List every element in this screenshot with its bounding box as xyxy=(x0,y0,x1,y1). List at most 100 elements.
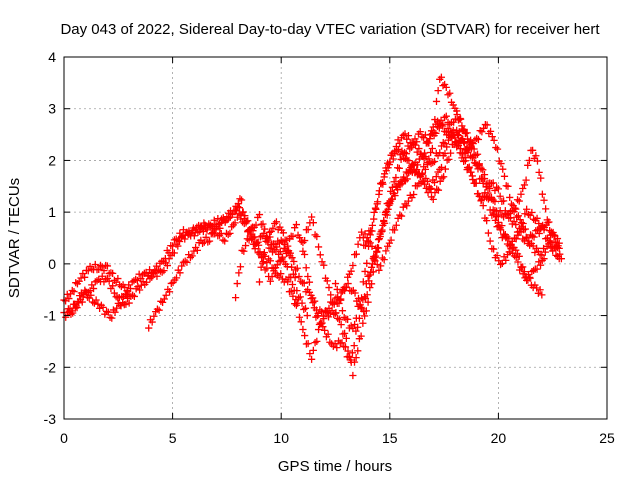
data-point xyxy=(174,236,182,245)
data-point xyxy=(448,128,456,137)
data-point xyxy=(460,125,468,134)
data-point xyxy=(476,192,484,200)
data-point xyxy=(198,239,207,248)
data-point xyxy=(540,226,548,234)
data-point xyxy=(380,173,388,181)
data-point xyxy=(276,248,284,256)
data-point xyxy=(354,347,362,355)
data-point xyxy=(496,260,505,269)
data-point xyxy=(233,213,241,221)
data-point xyxy=(401,130,409,138)
data-point xyxy=(437,163,446,172)
data-point xyxy=(430,178,439,187)
data-point xyxy=(267,227,275,236)
data-point xyxy=(300,250,309,259)
data-point xyxy=(150,312,158,320)
data-point xyxy=(275,273,283,281)
data-point xyxy=(519,184,527,193)
data-point xyxy=(465,163,473,171)
series-track-8 xyxy=(331,127,563,333)
data-point xyxy=(429,195,437,203)
data-point xyxy=(199,227,207,236)
data-point xyxy=(381,208,390,217)
data-point xyxy=(514,231,522,239)
data-point xyxy=(308,355,316,363)
data-point xyxy=(384,242,392,250)
data-point xyxy=(423,138,431,146)
data-point xyxy=(522,176,530,184)
data-point xyxy=(430,128,438,137)
data-point xyxy=(129,291,137,299)
data-point xyxy=(235,269,243,277)
data-point xyxy=(148,318,156,326)
data-point xyxy=(305,288,314,296)
x-axis-label: GPS time / hours xyxy=(278,458,392,475)
data-point xyxy=(364,237,373,246)
data-point xyxy=(352,314,360,322)
data-point xyxy=(433,185,441,193)
data-point xyxy=(185,227,193,235)
data-point xyxy=(135,286,144,294)
data-point xyxy=(496,226,505,234)
data-point xyxy=(303,311,311,320)
data-point xyxy=(125,299,133,307)
x-tick-label: 20 xyxy=(491,430,507,446)
data-point xyxy=(236,195,244,203)
data-point xyxy=(314,309,322,317)
data-point xyxy=(292,220,301,229)
data-point xyxy=(91,260,99,269)
data-point xyxy=(486,237,494,245)
data-point xyxy=(259,257,267,266)
data-point xyxy=(481,189,489,197)
data-point xyxy=(491,186,499,195)
data-point xyxy=(425,139,433,147)
data-point xyxy=(423,177,432,186)
data-point xyxy=(493,183,501,191)
y-axis-label: SDTVAR / TECUs xyxy=(6,178,23,298)
data-point xyxy=(425,183,433,191)
data-point xyxy=(507,240,515,248)
data-point xyxy=(467,168,475,176)
data-point xyxy=(533,214,541,222)
data-point xyxy=(491,216,499,224)
data-point xyxy=(464,148,472,156)
data-point xyxy=(338,339,346,347)
data-point xyxy=(256,250,264,258)
data-point xyxy=(233,279,241,288)
data-point xyxy=(272,218,281,226)
data-point xyxy=(311,339,319,347)
data-point xyxy=(432,173,440,181)
data-point xyxy=(373,248,381,256)
data-point xyxy=(302,264,310,272)
data-point xyxy=(384,159,392,167)
data-point xyxy=(414,161,422,169)
data-point xyxy=(216,224,224,232)
data-point xyxy=(290,257,298,266)
data-point xyxy=(406,145,414,153)
data-point xyxy=(67,310,75,318)
data-point xyxy=(359,278,367,286)
data-point xyxy=(261,266,269,274)
data-point xyxy=(176,269,184,277)
data-point xyxy=(260,248,268,257)
data-point xyxy=(549,247,557,255)
data-point xyxy=(65,294,73,303)
x-tick-label: 25 xyxy=(599,430,615,446)
data-point xyxy=(370,215,378,223)
data-point xyxy=(392,173,400,182)
data-point xyxy=(69,300,78,308)
data-point xyxy=(377,179,385,188)
data-point xyxy=(259,220,267,228)
data-point xyxy=(540,196,548,204)
data-point xyxy=(335,316,344,324)
data-point xyxy=(378,226,386,234)
data-point xyxy=(536,286,544,294)
data-point xyxy=(377,262,385,270)
data-point xyxy=(457,115,465,123)
data-point xyxy=(390,178,398,186)
data-point xyxy=(165,288,174,296)
data-point xyxy=(505,242,513,250)
data-point xyxy=(516,216,524,224)
data-point xyxy=(335,299,343,308)
data-point xyxy=(484,229,493,237)
